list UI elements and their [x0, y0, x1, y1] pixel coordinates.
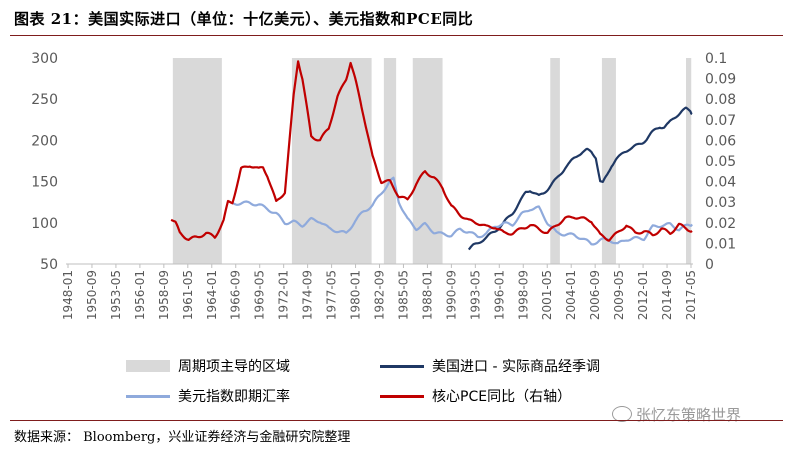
- x-tick-label-13: 1982-09: [373, 270, 387, 320]
- x-tick-label-17: 1993-05: [468, 270, 482, 320]
- x-tick-label-0: 1948-01: [61, 270, 75, 320]
- legend-label-dxy: 美元指数即期汇率: [178, 389, 290, 405]
- series-line-1: [467, 106, 693, 251]
- watermark: 张忆东策略世界: [612, 404, 741, 425]
- x-tick-label-11: 1977-05: [325, 270, 339, 320]
- chart-title: 图表 21：美国实际进口（单位：十亿美元）、美元指数和PCE同比: [14, 10, 474, 28]
- legend-item-dxy: 美元指数即期汇率: [126, 386, 290, 406]
- y-right-tick-label-10: 0.1: [705, 51, 727, 67]
- legend-swatch-imports: [380, 364, 424, 368]
- x-tick-label-12: 1980-01: [349, 270, 363, 320]
- y-left-tick-label-4: 250: [31, 92, 58, 108]
- shaded-period-0: [172, 58, 222, 264]
- x-tick-label-3: 1956-01: [133, 270, 147, 320]
- chart-svg: 1948-01 1950-09 1953-05 1956-01 1958-09 1961-…: [31, 51, 736, 320]
- y-right-tick-label-1: 0.01: [705, 236, 736, 252]
- legend-label-pce: 核心PCE同比（右轴）: [432, 389, 572, 405]
- x-tick-label-10: 1974-09: [301, 270, 315, 320]
- x-tick-label-6: 1964-01: [205, 270, 219, 320]
- x-tick-label-26: 2017-05: [684, 270, 698, 320]
- legend-swatch-dxy: [126, 394, 170, 398]
- shaded-period-4: [550, 58, 560, 264]
- x-tick-label-18: 1996-01: [492, 270, 506, 320]
- series-line-3: [170, 60, 693, 242]
- x-tick-label-7: 1966-09: [229, 270, 243, 320]
- y-right-tick-label-3: 0.03: [705, 195, 736, 211]
- source-rule: [10, 420, 783, 421]
- y-right-tick-label-6: 0.06: [705, 133, 736, 149]
- y-left-tick-label-5: 300: [31, 51, 58, 67]
- x-tick-label-24: 2012-01: [636, 270, 650, 320]
- x-tick-label-2: 1953-05: [109, 270, 123, 320]
- y-left-tick-label-1: 100: [31, 216, 58, 232]
- legend-swatch-pce: [380, 394, 424, 398]
- x-tick-label-4: 1958-09: [157, 270, 171, 320]
- x-tick-label-19: 1998-09: [516, 270, 530, 320]
- y-right-tick-label-2: 0.02: [705, 216, 736, 232]
- legend-label-shade: 周期项主导的区域: [178, 359, 290, 375]
- x-tick-label-25: 2014-09: [660, 270, 674, 320]
- y-right-tick-label-8: 0.08: [705, 92, 736, 108]
- shaded-period-5: [601, 58, 616, 264]
- y-right-tick-label-4: 0.04: [705, 175, 736, 191]
- x-tick-label-1: 1950-09: [85, 270, 99, 320]
- legend-label-imports: 美国进口 - 实际商品经季调: [432, 359, 600, 375]
- y-right-tick-label-7: 0.07: [705, 113, 736, 129]
- x-tick-label-15: 1988-01: [420, 270, 434, 320]
- x-tick-label-22: 2006-09: [588, 270, 602, 320]
- x-tick-label-9: 1972-01: [277, 270, 291, 320]
- x-tick-label-20: 2001-05: [540, 270, 554, 320]
- y-left-tick-label-2: 150: [31, 175, 58, 191]
- legend-item-shade: 周期项主导的区域: [126, 356, 290, 376]
- y-left-tick-label-0: 50: [40, 257, 58, 273]
- shaded-period-2: [383, 58, 397, 264]
- legend-item-imports: 美国进口 - 实际商品经季调: [380, 356, 600, 376]
- x-tick-label-21: 2004-01: [564, 270, 578, 320]
- y-right-tick-label-5: 0.05: [705, 154, 736, 170]
- y-left-tick-label-3: 200: [31, 133, 58, 149]
- y-right-tick-label-9: 0.09: [705, 72, 736, 88]
- x-tick-label-14: 1985-05: [396, 270, 410, 320]
- x-tick-label-5: 1961-05: [181, 270, 195, 320]
- x-tick-label-23: 2009-05: [612, 270, 626, 320]
- series-line-2: [231, 176, 693, 246]
- shaded-period-6: [685, 58, 692, 264]
- title-rule: [10, 35, 783, 36]
- x-tick-label-8: 1969-05: [253, 270, 267, 320]
- watermark-text: 张忆东策略世界: [636, 406, 742, 424]
- y-right-tick-label-0: 0: [705, 257, 714, 273]
- legend-item-pce: 核心PCE同比（右轴）: [380, 386, 571, 406]
- x-tick-label-16: 1990-09: [444, 270, 458, 320]
- chat-bubble-icon: [612, 406, 632, 422]
- legend-swatch-shade: [126, 360, 170, 372]
- source-note: 数据来源： Bloomberg，兴业证券经济与金融研究院整理: [14, 430, 351, 445]
